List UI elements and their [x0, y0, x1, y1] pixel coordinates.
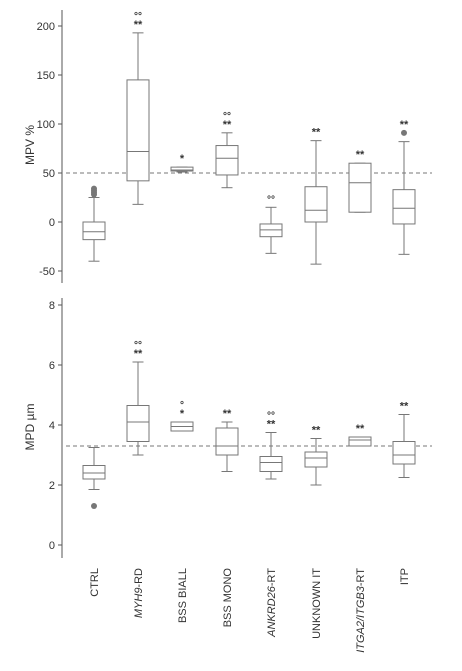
- significance-marker: **: [267, 419, 276, 431]
- box-iqr: [259, 456, 283, 472]
- mpd-box-7: **: [348, 423, 372, 447]
- box-iqr: [126, 79, 150, 182]
- significance-marker: °°: [134, 340, 142, 351]
- significance-marker: **: [356, 423, 365, 435]
- outlier-point: [91, 503, 97, 509]
- significance-marker: **: [356, 149, 365, 161]
- significance-marker: °: [180, 400, 184, 411]
- mpd-box-2: °°**: [126, 340, 150, 456]
- mpv-box-5: °°: [259, 194, 283, 254]
- significance-marker: **: [134, 348, 143, 360]
- mpv-box-6: **: [304, 127, 328, 265]
- mpv-y-tick-label: 50: [43, 168, 55, 180]
- box-iqr: [82, 465, 106, 480]
- significance-marker: °°: [223, 111, 231, 122]
- mpv-box-3: *: [170, 153, 194, 173]
- outlier-point: [91, 185, 97, 192]
- mpd-y-tick-label: 2: [49, 480, 55, 492]
- significance-marker: *: [180, 408, 185, 420]
- significance-marker: **: [134, 19, 143, 31]
- category-label-suffix: -RD: [133, 568, 145, 588]
- mpv-y-tick-label: -50: [39, 266, 55, 278]
- category-label-italic-part: MYH9: [133, 588, 145, 619]
- mpv-box-2: °°**: [126, 11, 150, 205]
- mpv-box-4: °°**: [215, 111, 239, 189]
- box-iqr: [392, 441, 416, 465]
- mpd-box-4: **: [215, 408, 239, 472]
- category-label: ITGA2/ITGB3-RT: [355, 568, 367, 653]
- category-label: ANKRD26-RT: [266, 568, 278, 638]
- mpv-y-tick-label: 100: [37, 119, 55, 131]
- mpv-y-tick-label: 0: [49, 217, 55, 229]
- box-iqr: [348, 436, 372, 447]
- significance-marker: °°: [267, 194, 275, 205]
- box-iqr: [392, 189, 416, 225]
- mpd-y-tick-label: 8: [49, 300, 55, 312]
- mpv-y-axis-label: MPV %: [23, 125, 37, 165]
- box-iqr: [170, 166, 194, 172]
- mpv-box-1: [82, 185, 106, 262]
- category-label-suffix: -RT: [355, 568, 367, 586]
- mpd-y-tick-label: 4: [49, 420, 55, 432]
- mpd-box-6: **: [304, 425, 328, 486]
- category-label: ITP: [399, 568, 411, 585]
- significance-marker: **: [223, 119, 232, 131]
- significance-marker: **: [312, 425, 321, 437]
- significance-marker: **: [400, 401, 409, 413]
- box-iqr: [82, 221, 106, 241]
- significance-marker: **: [223, 408, 232, 420]
- category-label: BSS BIALL: [177, 568, 189, 623]
- box-iqr: [304, 451, 328, 468]
- box-iqr: [215, 427, 239, 456]
- box-iqr: [126, 405, 150, 442]
- mpv-y-tick-label: 150: [37, 70, 55, 82]
- significance-marker: **: [312, 127, 321, 139]
- mpd-box-5: °°**: [259, 411, 283, 480]
- category-label: CTRL: [89, 568, 101, 597]
- mpd-box-1: [82, 447, 106, 509]
- significance-marker: **: [400, 119, 409, 131]
- category-label: UNKNOWN IT: [311, 568, 323, 639]
- mpv-box-8: **: [392, 119, 416, 255]
- category-label: MYH9-RD: [133, 568, 145, 618]
- box-iqr: [348, 162, 372, 213]
- mpd-box-8: **: [392, 401, 416, 478]
- category-label-suffix: -RT: [266, 568, 278, 586]
- category-label-italic-part: ITGA2/ITGB3: [355, 585, 367, 653]
- significance-marker: *: [180, 153, 185, 165]
- mpd-box-3: °*: [170, 400, 194, 432]
- box-iqr: [215, 145, 239, 176]
- significance-marker: °°: [134, 11, 142, 22]
- mpd-y-tick-label: 6: [49, 360, 55, 372]
- category-label: BSS MONO: [222, 568, 234, 628]
- mpd-y-tick-label: 0: [49, 540, 55, 552]
- significance-marker: °°: [267, 411, 275, 422]
- mpd-y-axis-label: MPD µm: [23, 404, 37, 451]
- category-label-italic-part: ANKRD26: [266, 585, 278, 638]
- box-iqr: [304, 186, 328, 223]
- outlier-point: [401, 129, 407, 136]
- mpv-y-tick-label: 200: [37, 21, 55, 33]
- mpv-box-7: **: [348, 149, 372, 213]
